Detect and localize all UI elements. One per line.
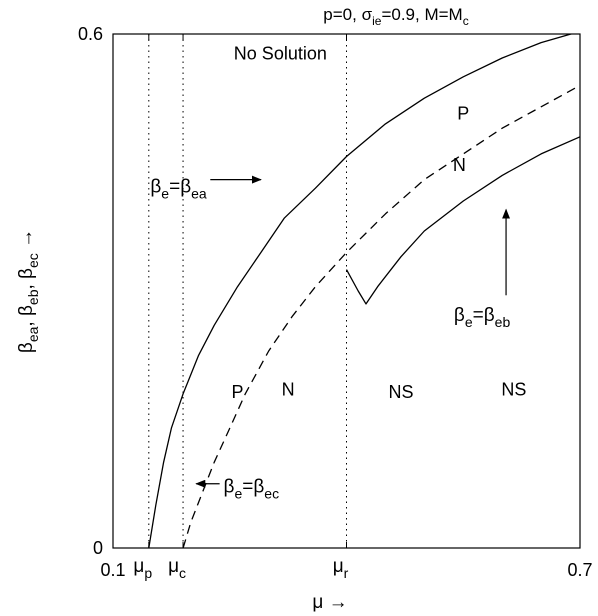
y-tick-label-0: 0: [93, 538, 103, 558]
region-label-1: P: [457, 104, 469, 124]
series-line-1: [182, 84, 580, 548]
region-label-0: No Solution: [234, 44, 327, 64]
y-tick-label-1: 0.6: [78, 24, 103, 44]
title-sigma-sub: ie: [372, 14, 382, 28]
chart-title: p=0, σie=0.9, M=Mc: [323, 5, 468, 28]
annotation-label-2: βe=βec: [224, 476, 280, 501]
region-label-3: P: [232, 382, 244, 402]
series-line-2: [345, 136, 580, 305]
region-label-5: NS: [388, 382, 413, 402]
x-tick-label-0: 0.1: [100, 560, 125, 580]
title-m-sub: c: [463, 14, 469, 28]
region-label-2: N: [453, 155, 466, 175]
series-line-0: [148, 34, 574, 548]
annotation-label-0: βe=βea: [150, 176, 207, 201]
plot-frame: [112, 33, 581, 549]
region-label-6: NS: [501, 380, 526, 400]
x-greek-tick-label-2: μr: [333, 556, 349, 581]
title-sigma: σ: [362, 5, 373, 24]
y-axis-label: βea, βeb, βec →: [16, 229, 41, 353]
x-tick-label-1: 0.7: [567, 560, 592, 580]
x-greek-tick-label-0: μp: [133, 556, 152, 581]
title-sigma-val: =0.9, M=M: [381, 5, 462, 24]
title-p: p=0,: [323, 5, 361, 24]
x-greek-tick-label-1: μc: [168, 556, 186, 581]
region-label-4: N: [282, 380, 295, 400]
x-axis-label: μ →: [312, 592, 347, 613]
annotation-label-1: βe=βeb: [454, 305, 511, 330]
